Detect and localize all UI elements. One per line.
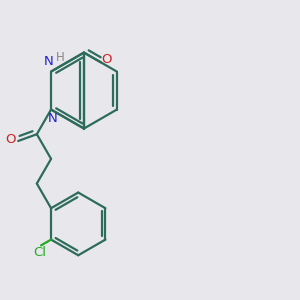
Text: N: N bbox=[44, 55, 53, 68]
Text: H: H bbox=[56, 51, 65, 64]
Text: O: O bbox=[101, 53, 111, 66]
Text: Cl: Cl bbox=[33, 246, 46, 259]
Text: N: N bbox=[48, 112, 58, 125]
Text: O: O bbox=[6, 133, 16, 146]
